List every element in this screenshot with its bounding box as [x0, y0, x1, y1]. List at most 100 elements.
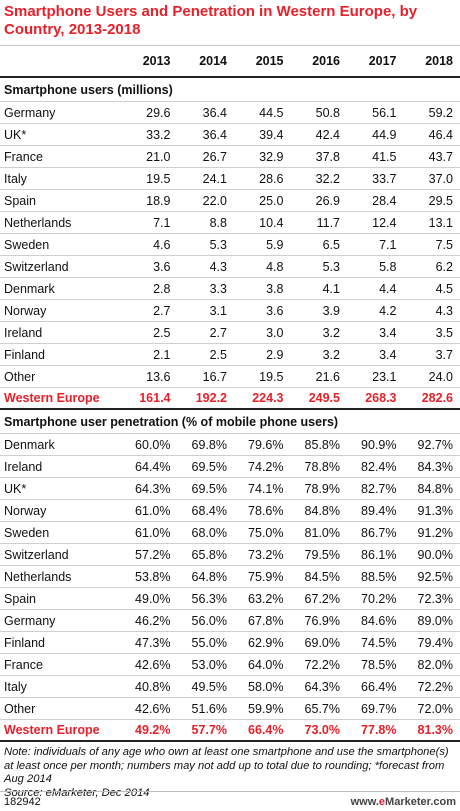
table-row: Finland 2.1 2.5 2.9 3.2 3.4 3.7: [0, 344, 460, 366]
table-cell: 4.5: [435, 281, 453, 296]
table-cell: 82.7%: [361, 481, 397, 496]
table-cell: 92.7%: [417, 437, 453, 452]
table-cell: 66.4%: [361, 679, 397, 694]
table-cell: 36.4: [202, 127, 227, 142]
chart-title: Smartphone Users and Penetration in West…: [4, 3, 418, 38]
table-cell: 37.8: [315, 149, 340, 164]
year-header-row: 2013 2014 2015 2016 2017 2018: [0, 45, 460, 78]
table-row: France 42.6% 53.0% 64.0% 72.2% 78.5% 82.0%: [0, 654, 460, 676]
table-cell: 26.7: [202, 149, 227, 164]
table-cell: 81.3%: [417, 723, 453, 737]
table-cell: 61.0%: [135, 525, 171, 540]
table-cell: 49.2%: [135, 723, 171, 737]
row-label: Spain: [4, 193, 36, 208]
table-cell: 92.5%: [417, 569, 453, 584]
table-cell: 88.5%: [361, 569, 397, 584]
table-cell: 58.0%: [248, 679, 284, 694]
section-title: Smartphone users (millions): [0, 78, 460, 102]
row-label: Finland: [4, 347, 45, 362]
footer: 182942 www.eMarketer.com: [0, 791, 460, 811]
table-cell: 37.0: [428, 171, 453, 186]
table-cell: 91.2%: [417, 525, 453, 540]
table-cell: 84.8%: [304, 503, 340, 518]
table-cell: 42.6%: [135, 657, 171, 672]
table-row: Other 13.6 16.7 19.5 21.6 23.1 24.0: [0, 366, 460, 388]
table-cell: 57.7%: [191, 723, 227, 737]
year-header-2013: 2013: [142, 54, 171, 68]
table-cell: 64.3%: [135, 481, 171, 496]
row-label: Western Europe: [4, 723, 100, 737]
row-label: Germany: [4, 105, 56, 120]
table-cell: 65.8%: [191, 547, 227, 562]
table-cell: 84.6%: [361, 613, 397, 628]
table-cell: 66.4%: [248, 723, 284, 737]
row-label: Switzerland: [4, 547, 69, 562]
table-cell: 2.7: [153, 303, 171, 318]
table-cell: 74.5%: [361, 635, 397, 650]
table-cell: 56.1: [372, 105, 397, 120]
table-cell: 32.9: [259, 149, 284, 164]
table-cell: 91.3%: [417, 503, 453, 518]
table-cell: 10.4: [259, 215, 284, 230]
year-header-2015: 2015: [255, 54, 284, 68]
table-cell: 18.9: [146, 193, 171, 208]
table-cell: 42.6%: [135, 701, 171, 716]
row-label: Norway: [4, 503, 47, 518]
row-label: Denmark: [4, 437, 55, 452]
table-cell: 2.9: [266, 347, 284, 362]
table-cell: 74.2%: [248, 459, 284, 474]
table-cell: 2.1: [153, 347, 171, 362]
table-row: Netherlands 53.8% 64.8% 75.9% 84.5% 88.5% 92.5…: [0, 566, 460, 588]
table-cell: 59.9%: [248, 701, 284, 716]
table-cell: 53.0%: [191, 657, 227, 672]
table-cell: 90.9%: [361, 437, 397, 452]
table-cell: 68.0%: [191, 525, 227, 540]
row-label: Sweden: [4, 237, 50, 252]
table-cell: 64.0%: [248, 657, 284, 672]
table-cell: 8.8: [209, 215, 227, 230]
table-cell: 25.0: [259, 193, 284, 208]
table-cell: 4.4: [379, 281, 397, 296]
table-row: Norway 61.0% 68.4% 78.6% 84.8% 89.4% 91.3%: [0, 500, 460, 522]
table-cell: 64.8%: [191, 569, 227, 584]
row-label: Other: [4, 369, 36, 384]
table-cell: 69.8%: [191, 437, 227, 452]
table-cell: 5.9: [266, 237, 284, 252]
table-cell: 84.3%: [417, 459, 453, 474]
table-cell: 73.0%: [304, 723, 340, 737]
table-cell: 3.3: [209, 281, 227, 296]
table-cell: 33.2: [146, 127, 171, 142]
table-cell: 192.2: [195, 391, 227, 405]
table-cell: 29.6: [146, 105, 171, 120]
table-row: Switzerland 57.2% 65.8% 73.2% 79.5% 86.1% 90.0…: [0, 544, 460, 566]
row-label: Netherlands: [4, 569, 72, 584]
table-cell: 89.0%: [417, 613, 453, 628]
table-cell: 3.5: [435, 325, 453, 340]
table-cell: 84.8%: [417, 481, 453, 496]
table-row: Finland 47.3% 55.0% 62.9% 69.0% 74.5% 79.4%: [0, 632, 460, 654]
table-cell: 7.1: [379, 237, 397, 252]
year-header-2014: 2014: [199, 54, 227, 68]
row-label: Italy: [4, 171, 27, 186]
row-label: Denmark: [4, 281, 55, 296]
table-cell: 67.8%: [248, 613, 284, 628]
row-label: Norway: [4, 303, 47, 318]
chart-id: 182942: [4, 795, 41, 808]
table-cell: 3.2: [322, 347, 340, 362]
table-cell: 79.6%: [248, 437, 284, 452]
table-cell: 26.9: [315, 193, 340, 208]
chart-note: Note: individuals of any age who own at …: [0, 742, 460, 800]
table-cell: 3.7: [435, 347, 453, 362]
table-cell: 41.5: [372, 149, 397, 164]
section-title: Smartphone user penetration (% of mobile…: [0, 410, 460, 434]
table-cell: 72.2%: [417, 679, 453, 694]
table-cell: 86.7%: [361, 525, 397, 540]
table-cell: 33.7: [372, 171, 397, 186]
table-cell: 69.5%: [191, 459, 227, 474]
table-cell: 51.6%: [191, 701, 227, 716]
table-cell: 55.0%: [191, 635, 227, 650]
row-label: Ireland: [4, 459, 43, 474]
table-cell: 78.5%: [361, 657, 397, 672]
table-row: Other 42.6% 51.6% 59.9% 65.7% 69.7% 72.0%: [0, 698, 460, 720]
table-row: Norway 2.7 3.1 3.6 3.9 4.2 4.3: [0, 300, 460, 322]
